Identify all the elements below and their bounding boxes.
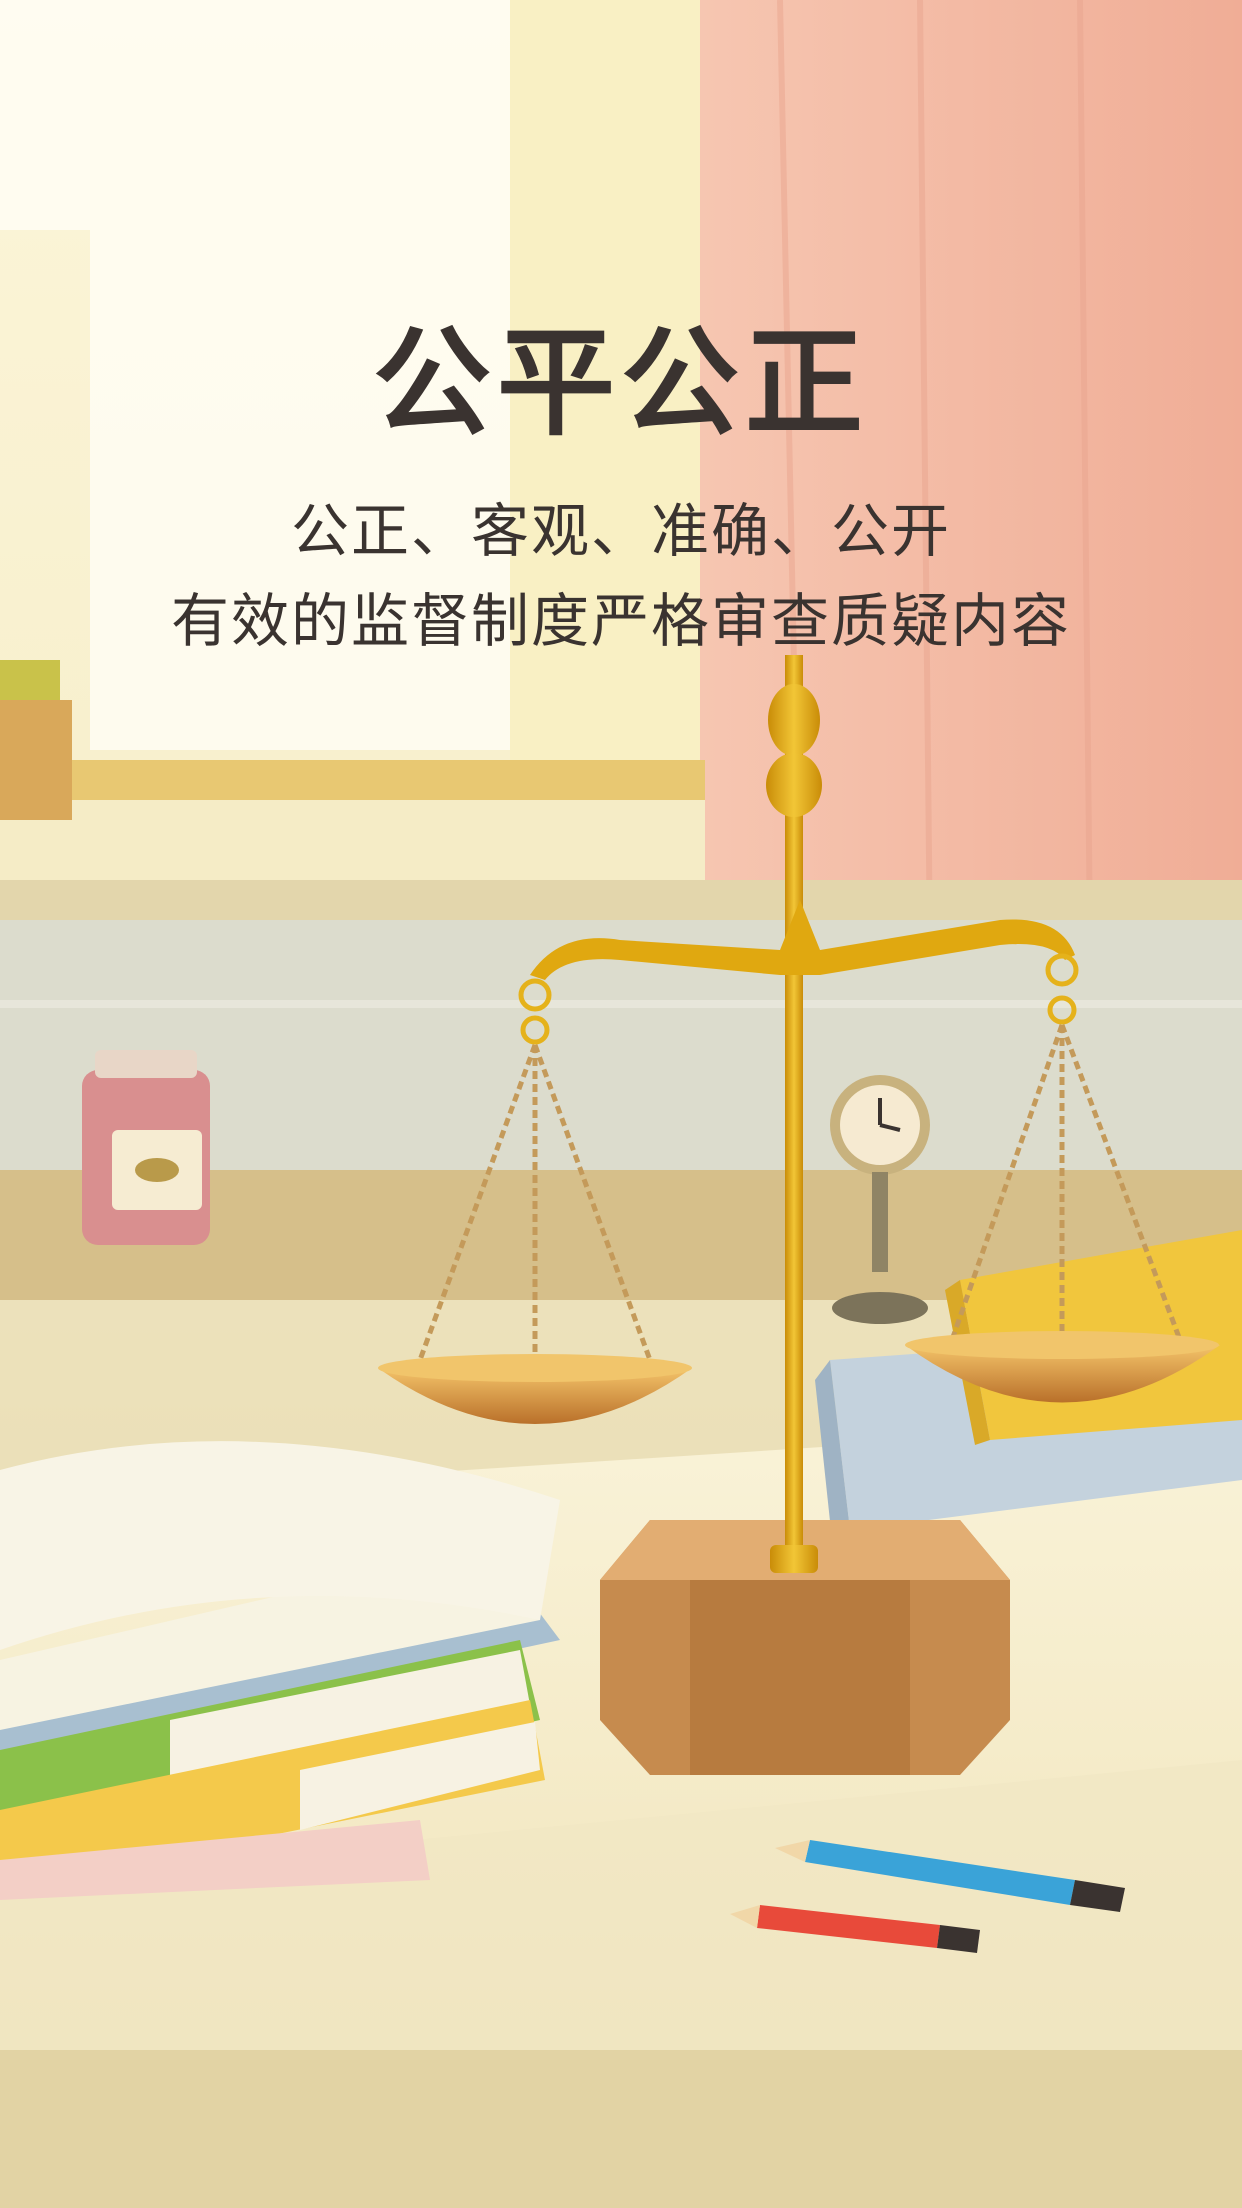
poster-title: 公平公正	[372, 314, 869, 452]
poster-subtitle-line2: 有效的监督制度严格审查质疑内容	[170, 587, 1071, 655]
poster-subtitle-line1: 公正、客观、准确、公开	[290, 497, 951, 565]
